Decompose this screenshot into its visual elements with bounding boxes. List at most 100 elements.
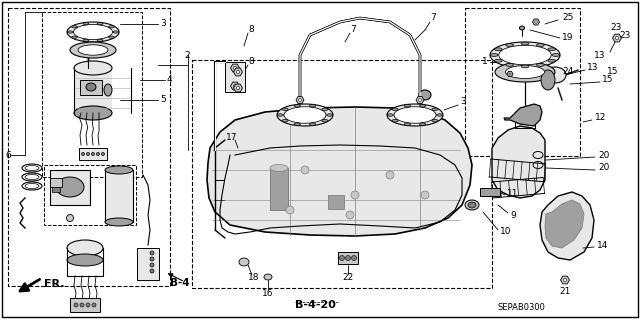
- Ellipse shape: [78, 45, 108, 55]
- Ellipse shape: [520, 26, 525, 30]
- Ellipse shape: [264, 274, 272, 280]
- Ellipse shape: [326, 114, 333, 116]
- Ellipse shape: [506, 63, 513, 66]
- Ellipse shape: [521, 42, 529, 45]
- Polygon shape: [492, 126, 545, 198]
- Ellipse shape: [521, 65, 529, 68]
- Text: 24: 24: [562, 68, 573, 77]
- Ellipse shape: [67, 254, 103, 266]
- Circle shape: [339, 256, 344, 261]
- Text: 11: 11: [507, 189, 518, 197]
- Text: 12: 12: [595, 114, 606, 122]
- Circle shape: [97, 152, 99, 155]
- Text: 21: 21: [559, 287, 571, 296]
- Ellipse shape: [544, 67, 566, 83]
- Text: 8: 8: [248, 57, 253, 66]
- Bar: [79, 148, 107, 160]
- Text: FR.: FR.: [44, 279, 65, 289]
- Circle shape: [351, 191, 359, 199]
- Ellipse shape: [104, 84, 112, 96]
- Bar: [137, 248, 159, 280]
- Text: 16: 16: [262, 288, 274, 298]
- Ellipse shape: [277, 104, 333, 126]
- Text: 15: 15: [602, 76, 614, 85]
- Bar: [338, 252, 358, 264]
- Ellipse shape: [392, 120, 398, 122]
- Ellipse shape: [310, 105, 316, 107]
- Ellipse shape: [552, 54, 559, 56]
- Ellipse shape: [239, 258, 249, 266]
- Ellipse shape: [548, 48, 556, 51]
- Ellipse shape: [109, 26, 115, 28]
- Circle shape: [67, 214, 74, 221]
- Circle shape: [509, 73, 511, 75]
- Ellipse shape: [294, 105, 300, 107]
- Text: 19: 19: [562, 33, 573, 42]
- Polygon shape: [225, 62, 245, 92]
- Ellipse shape: [74, 25, 113, 40]
- Polygon shape: [207, 107, 472, 236]
- Bar: [70, 298, 100, 312]
- Ellipse shape: [56, 177, 84, 197]
- Ellipse shape: [432, 120, 438, 122]
- Ellipse shape: [404, 123, 410, 125]
- Ellipse shape: [394, 107, 436, 123]
- Circle shape: [563, 278, 566, 282]
- Bar: [480, 188, 500, 196]
- Ellipse shape: [432, 108, 438, 110]
- Text: 14: 14: [597, 241, 609, 249]
- Ellipse shape: [86, 83, 96, 91]
- Ellipse shape: [72, 36, 77, 38]
- Circle shape: [92, 303, 96, 307]
- Ellipse shape: [113, 31, 119, 33]
- Text: 6: 6: [5, 151, 11, 160]
- Ellipse shape: [495, 59, 502, 62]
- Text: 3: 3: [160, 19, 166, 28]
- Ellipse shape: [436, 114, 443, 116]
- Ellipse shape: [97, 39, 103, 41]
- Bar: [105, 170, 133, 222]
- Circle shape: [150, 257, 154, 261]
- Ellipse shape: [387, 104, 443, 126]
- Ellipse shape: [277, 114, 284, 116]
- Circle shape: [150, 251, 154, 255]
- Polygon shape: [540, 192, 594, 260]
- Ellipse shape: [490, 42, 560, 68]
- Text: 20: 20: [598, 164, 609, 173]
- Text: B-4-20: B-4-20: [294, 300, 335, 310]
- Polygon shape: [545, 200, 584, 248]
- Ellipse shape: [322, 120, 328, 122]
- Ellipse shape: [420, 105, 426, 107]
- Circle shape: [535, 21, 537, 23]
- Bar: [192, 60, 492, 288]
- Circle shape: [299, 99, 301, 101]
- Circle shape: [234, 66, 237, 70]
- Text: 13: 13: [587, 63, 598, 72]
- Ellipse shape: [515, 116, 535, 124]
- Text: 7: 7: [350, 26, 356, 34]
- Ellipse shape: [420, 123, 426, 125]
- Circle shape: [346, 256, 351, 261]
- Text: 18: 18: [248, 273, 259, 283]
- Ellipse shape: [404, 105, 410, 107]
- Ellipse shape: [536, 44, 544, 47]
- Circle shape: [286, 206, 294, 214]
- Text: 13: 13: [594, 50, 605, 60]
- Ellipse shape: [392, 108, 398, 110]
- Ellipse shape: [387, 114, 394, 116]
- Ellipse shape: [499, 45, 551, 65]
- Text: 4: 4: [167, 76, 173, 85]
- Ellipse shape: [284, 107, 326, 123]
- Ellipse shape: [97, 23, 103, 25]
- Ellipse shape: [322, 108, 328, 110]
- Ellipse shape: [67, 31, 73, 33]
- Ellipse shape: [74, 106, 112, 120]
- Circle shape: [236, 70, 239, 74]
- Ellipse shape: [25, 183, 39, 189]
- Bar: [8, 8, 170, 286]
- Ellipse shape: [72, 26, 77, 28]
- Text: 23: 23: [619, 31, 630, 40]
- Circle shape: [150, 269, 154, 273]
- Circle shape: [346, 211, 354, 219]
- Text: 25: 25: [562, 13, 573, 23]
